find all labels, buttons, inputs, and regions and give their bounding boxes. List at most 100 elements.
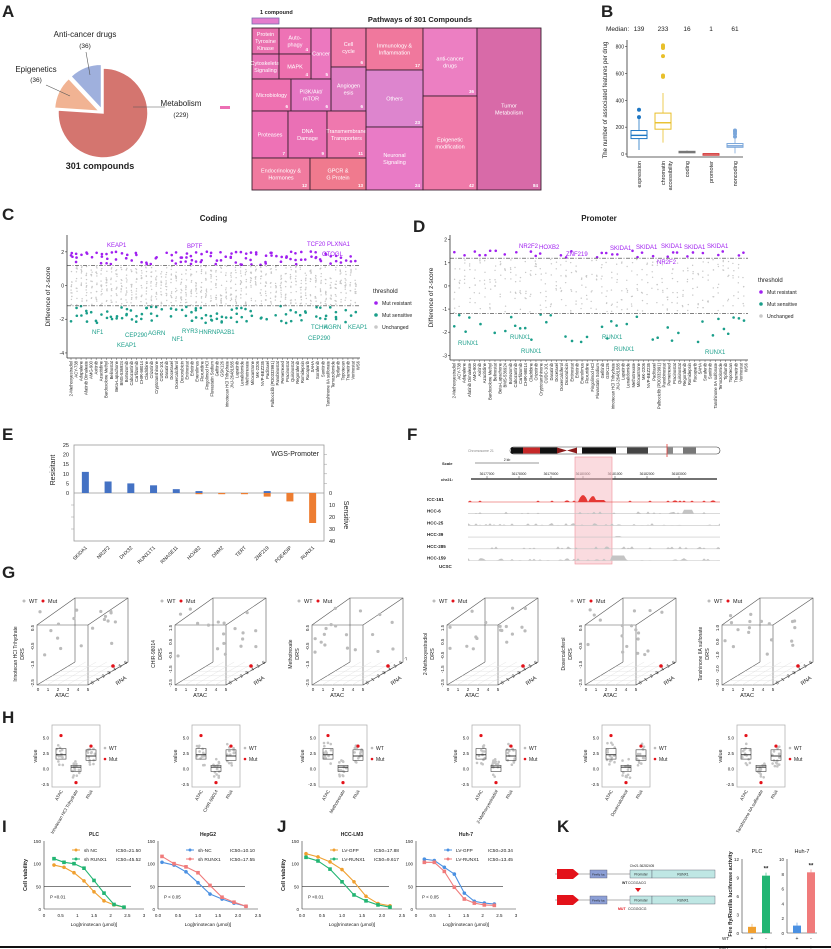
- point-unchanged: [269, 297, 272, 300]
- bar-resistant: [172, 489, 180, 493]
- point-mut-resistant: [239, 250, 243, 254]
- point-mut-resistant: [190, 258, 194, 262]
- legend-marker: [446, 857, 450, 861]
- coord-label: 36177000: [480, 472, 495, 476]
- point-wt: [201, 747, 204, 751]
- x-axis-label: ATAC: [740, 693, 754, 699]
- point-wt: [87, 756, 91, 759]
- x-tick-label: expression: [637, 161, 643, 188]
- treemap-cell-label: Neuronal: [383, 153, 405, 159]
- grid-line: [351, 661, 393, 686]
- box-outlier: [637, 107, 641, 112]
- point-unchanged: [215, 303, 218, 305]
- leader-line: [85, 51, 91, 76]
- point-unchanged: [275, 269, 277, 271]
- gene-label-resistant: SKIDA1: [707, 244, 729, 250]
- x-tick-label: Carfilzomib: [518, 362, 523, 384]
- point-unchanged: [165, 276, 167, 278]
- x-tick-label: Cryptotanshinone: [154, 360, 159, 393]
- x-tick-label: ZNF219: [254, 545, 271, 562]
- z-tick-label: -0.5: [578, 642, 583, 650]
- point-unchanged: [90, 292, 92, 294]
- point-unchanged: [185, 285, 187, 287]
- point-wt: [313, 637, 317, 641]
- x-tick-label: Fingolimod HCl: [590, 363, 595, 392]
- point-unchanged: [662, 291, 664, 293]
- point-unchanged: [701, 299, 704, 301]
- legend-swatch-wt: [523, 746, 527, 750]
- point-mut-sensitive: [190, 319, 194, 323]
- point-wt: [628, 776, 632, 779]
- point-unchanged: [225, 291, 227, 293]
- point-wt: [195, 754, 199, 758]
- y-tick-label-left: 0: [66, 491, 69, 497]
- point-unchanged: [570, 289, 572, 291]
- treemap-cell-count: 24: [415, 183, 421, 188]
- y-tick-label: 5.0: [728, 735, 735, 740]
- y-tick-label: 6: [781, 887, 784, 892]
- point-unchanged: [85, 272, 88, 274]
- point-wt: [641, 747, 645, 751]
- point-unchanged: [687, 270, 689, 272]
- point-unchanged: [160, 281, 163, 284]
- point-unchanged: [453, 291, 456, 294]
- centromere: [567, 447, 577, 454]
- point-unchanged: [727, 260, 730, 263]
- point-mut-sensitive: [155, 314, 159, 318]
- point-unchanged: [141, 287, 143, 289]
- point-mut-resistant: [294, 251, 297, 255]
- x-tick-label: Sunitinib: [708, 362, 713, 379]
- point-unchanged: [722, 305, 724, 307]
- treemap-cell-count: 13: [358, 183, 364, 188]
- x-tick-label: Vorinostat: [350, 360, 355, 379]
- point-unchanged: [611, 271, 613, 274]
- x-tick-label: 1.5: [359, 913, 366, 918]
- point-unchanged: [165, 285, 167, 288]
- legend-label-wt: WT: [714, 599, 723, 605]
- treemap-cell: [251, 53, 280, 80]
- point-mut-resistant: [259, 263, 262, 267]
- point-unchanged: [565, 274, 567, 277]
- point-mut-sensitive: [120, 316, 124, 320]
- point-unchanged: [250, 266, 252, 268]
- y-tick-label: 100: [33, 862, 41, 867]
- point-mut: [744, 733, 748, 738]
- z-tick-label: 1.5: [440, 624, 445, 631]
- y-tick-label: 5: [803, 663, 808, 669]
- point-unchanged: [641, 268, 643, 271]
- treemap-cell: [365, 69, 424, 128]
- point-unchanged: [75, 277, 78, 280]
- point-unchanged: [732, 305, 734, 307]
- x-tick-label: Crizotinib: [533, 362, 538, 380]
- point-wt: [341, 759, 345, 763]
- point-unchanged: [245, 280, 247, 283]
- treemap-cell-label: Cytoskeletal: [251, 61, 281, 67]
- point-unchanged: [275, 290, 278, 293]
- x-tick-label: BMS-536924: [119, 360, 124, 385]
- legend-swatch-mut: [788, 757, 792, 761]
- x-tick-label: 1: [185, 687, 188, 692]
- point-unchanged: [515, 274, 517, 276]
- plot-frame: [736, 724, 786, 788]
- point-unchanged: [662, 304, 664, 306]
- point-unchanged: [484, 296, 486, 298]
- point-unchanged: [489, 278, 491, 281]
- cube-edge: [225, 661, 267, 686]
- point-unchanged: [96, 275, 98, 277]
- point-unchanged: [140, 270, 143, 272]
- point-unchanged: [101, 293, 103, 295]
- x-tick-label: Panobinostat: [275, 360, 280, 385]
- treemap-cell: [422, 95, 478, 191]
- treemap-cell: [365, 27, 424, 71]
- point-mut-resistant: [691, 251, 695, 254]
- point-unchanged: [125, 277, 127, 279]
- legend-label-mut: Mut: [186, 599, 196, 605]
- point-mut-sensitive: [215, 312, 219, 315]
- data-point: [184, 870, 188, 874]
- point-unchanged: [555, 285, 558, 287]
- point-unchanged: [335, 266, 337, 269]
- point-mut-resistant: [318, 258, 322, 261]
- point-mut-sensitive: [110, 317, 114, 321]
- point-mut-resistant: [675, 251, 679, 254]
- point-wt: [777, 752, 781, 756]
